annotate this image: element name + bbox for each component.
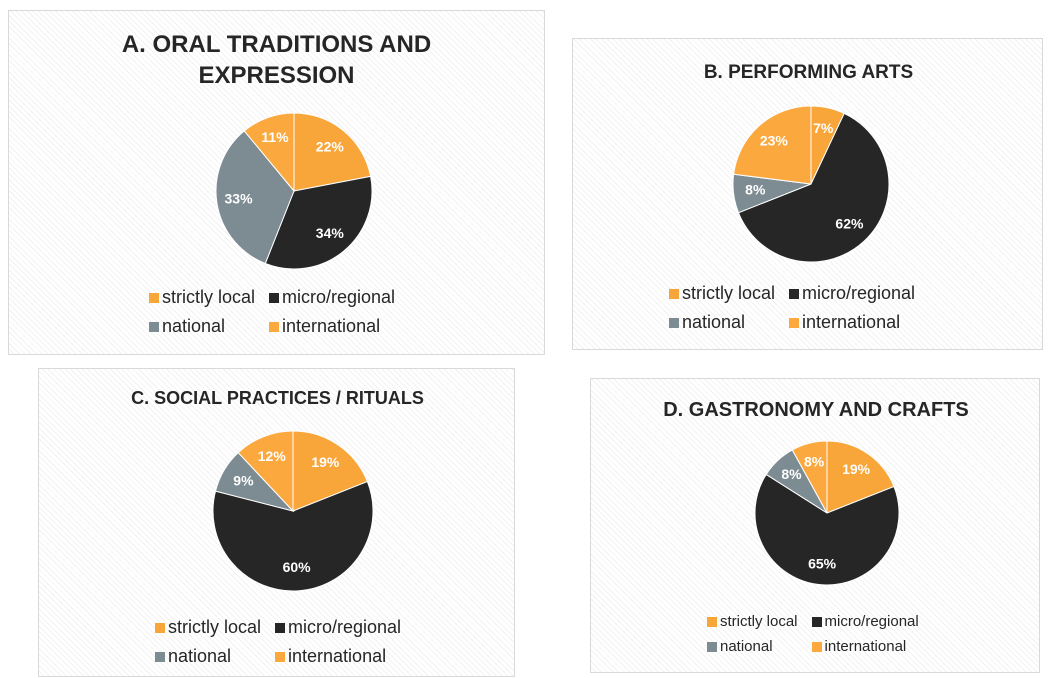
data-label: 19% [842,461,871,477]
pie: 19% 60% 9%12% [212,430,374,592]
legend-swatch [707,641,717,652]
chart-panel: D. GASTRONOMY AND CRAFTS 19% 65% 8% 8% strict… [590,378,1040,673]
legend-item: micro/regional [269,287,395,308]
legend-item: international [811,638,919,655]
legend-label: international [282,316,381,336]
pie-slice [215,130,295,265]
legend-item: strictly local [669,283,775,304]
legend-swatch [275,622,286,633]
pie-slice [791,440,828,514]
legend-swatch [669,317,679,328]
chart-title: A. ORAL TRADITIONS AND EXPRESSION [121,31,432,90]
legend-swatch [275,651,286,662]
chart-title: C. SOCIAL PRACTICES / RITUALS [131,388,424,408]
legend-swatch [789,288,800,299]
legend: strictly local micro/regional national inte… [669,283,915,333]
chart-panel: B. PERFORMING ARTS 7% 62% 8% 23% strictly loc… [572,38,1043,350]
chart-title: D. GASTRONOMY AND CRAFTS [663,399,969,421]
legend-item: national [707,638,798,655]
pie-slice [243,112,295,193]
legend-item: micro/regional [789,283,915,304]
data-label: 7% [813,120,834,136]
data-label: 60% [283,559,312,575]
legend-swatch [269,292,280,303]
pie-slice [212,480,374,592]
pie-slice [754,473,900,586]
pie: 7% 62% 8% 23% [732,105,890,263]
legend-swatch [811,641,822,652]
pie: 19% 65% 8%8% [754,440,900,586]
legend-item: national [155,646,261,667]
chart-title: B. PERFORMING ARTS [703,62,914,83]
pie: 22% 34% 33% 11% [215,112,373,270]
legend-swatch [707,616,717,627]
legend-item: international [275,646,401,667]
data-label: 8% [804,453,825,469]
legend-item: strictly local [707,613,798,630]
data-label: 9% [233,472,254,488]
pie-slice [826,440,895,514]
pie-slice [737,112,890,263]
pie-slice [264,175,373,270]
legend-label: international [288,646,387,666]
legend-swatch [789,317,800,328]
legend-item: micro/regional [811,613,919,630]
data-label: 62% [835,216,864,232]
legend-label: micro/regional [824,613,919,630]
legend-label: national [168,646,232,666]
legend-label: micro/regional [282,287,396,307]
legend-swatch [149,292,159,303]
legend: strictly local micro/regional national inte… [155,617,401,667]
data-label: 11% [261,129,289,145]
legend-label: micro/regional [288,617,402,637]
legend-swatch [155,651,165,662]
legend-label: international [824,638,907,655]
data-label: 23% [760,133,789,149]
legend-swatch [669,288,679,299]
legend-item: international [789,312,915,333]
pie-slice [237,430,294,513]
legend-label: national [162,316,226,336]
legend-swatch [155,622,165,633]
legend-label: strictly local [682,283,776,303]
legend-item: national [669,312,775,333]
pie-slice [733,105,812,185]
legend-label: national [682,312,746,332]
data-label: 22% [316,138,345,154]
pie-slice [292,430,369,512]
legend-label: strictly local [168,617,262,637]
legend-item: national [149,316,255,337]
legend-item: micro/regional [275,617,401,638]
legend-label: national [720,638,773,655]
chart-panel: A. ORAL TRADITIONS AND EXPRESSION 22% 34% 3… [8,10,545,355]
data-label: 12% [258,448,287,464]
pie-slice [293,112,372,192]
data-label: 65% [808,555,837,571]
data-label: 34% [316,225,345,241]
legend-item: international [269,316,395,337]
legend-label: micro/regional [802,283,916,303]
legend-label: strictly local [162,287,256,307]
data-label: 8% [745,182,766,198]
legend-item: strictly local [149,287,255,308]
legend-label: international [802,312,901,332]
legend: strictly local micro/regional national inte… [707,613,919,655]
data-label: 33% [225,190,254,206]
data-label: 19% [311,454,340,470]
legend-item: strictly local [155,617,261,638]
data-label: 8% [781,466,802,482]
legend: strictly local micro/regional national inte… [149,287,395,337]
legend-swatch [149,321,159,332]
legend-swatch [811,616,822,627]
chart-panel: C. SOCIAL PRACTICES / RITUALS 19% 60% 9% 12%… [38,368,515,677]
legend-swatch [269,321,280,332]
legend-label: strictly local [720,613,798,630]
